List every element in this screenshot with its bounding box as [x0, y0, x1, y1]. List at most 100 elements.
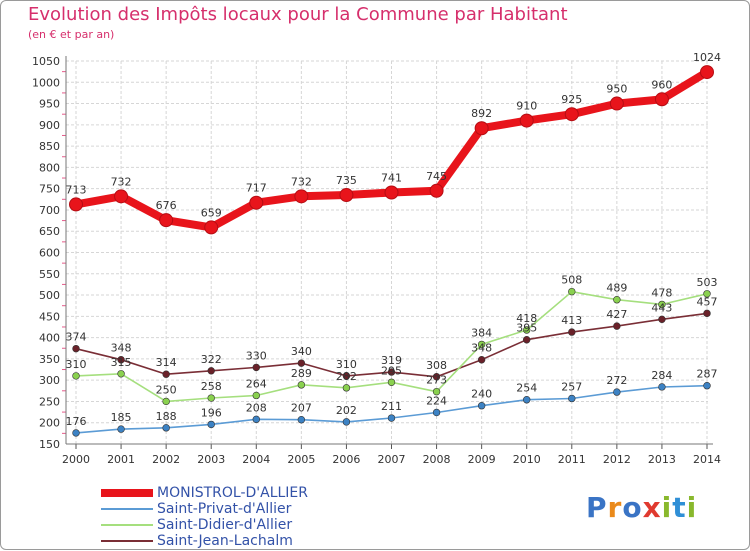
data-point [294, 189, 309, 204]
y-tick-label: 200 [39, 417, 60, 430]
data-point [477, 402, 486, 410]
data-label: 713 [66, 183, 87, 196]
data-point [477, 356, 486, 364]
data-label: 348 [111, 342, 132, 355]
y-tick-label: 150 [39, 438, 60, 451]
data-point [69, 197, 83, 212]
x-axis-ticks: 2000 2001 2002 2003 2004 2005 2006 2007 2008 2009… [62, 453, 721, 466]
data-point [342, 384, 351, 392]
data-point [252, 415, 260, 424]
x-tick-label: 2008 [423, 453, 451, 466]
data-point [384, 185, 399, 200]
data-label: 489 [606, 282, 627, 295]
y-tick-label: 1050 [32, 55, 60, 68]
data-label: 348 [471, 342, 492, 355]
data-label: 196 [201, 406, 222, 419]
data-point [72, 344, 80, 353]
data-point [432, 373, 441, 381]
legend-label: Saint-Didier-d'Allier [157, 517, 293, 533]
data-label: 892 [471, 107, 492, 120]
data-point [387, 368, 396, 376]
data-label: 427 [606, 308, 627, 321]
data-point [523, 396, 531, 404]
data-point [297, 359, 306, 367]
y-tick-label: 250 [39, 395, 60, 408]
data-label: 735 [336, 174, 357, 187]
data-point [432, 408, 441, 417]
data-label: 676 [156, 199, 177, 212]
logo-letter: o [622, 491, 643, 524]
data-label: 418 [516, 312, 537, 325]
data-point [207, 367, 215, 375]
proxiti-logo: Proxiti [586, 491, 697, 524]
legend-swatch [101, 489, 153, 497]
x-tick-label: 2006 [332, 453, 360, 466]
data-label: 273 [426, 374, 447, 387]
y-tick-label: 950 [39, 98, 60, 111]
data-label: 208 [246, 401, 267, 414]
x-tick-label: 2005 [287, 453, 315, 466]
data-point [613, 322, 621, 330]
x-tick-label: 2001 [107, 453, 135, 466]
data-point [568, 328, 576, 336]
x-tick-label: 2003 [197, 453, 225, 466]
data-point [252, 391, 260, 400]
data-point [72, 372, 80, 380]
data-label: 1024 [693, 51, 721, 64]
data-label: 503 [697, 276, 718, 289]
data-point [162, 370, 170, 378]
x-tick-label: 2007 [378, 453, 406, 466]
data-label: 257 [561, 380, 582, 393]
data-label: 732 [111, 175, 132, 188]
data-point [703, 381, 711, 390]
data-label: 374 [66, 331, 87, 344]
data-point [162, 424, 170, 432]
data-point [387, 414, 396, 422]
data-point [568, 287, 576, 296]
data-point [523, 336, 531, 344]
x-tick-label: 2011 [558, 453, 586, 466]
data-point [387, 378, 396, 386]
data-label: 207 [291, 402, 312, 415]
data-point [474, 121, 489, 136]
data-point [117, 356, 125, 364]
x-tick-label: 2010 [513, 453, 541, 466]
data-point [207, 394, 215, 402]
data-point [523, 326, 531, 334]
y-tick-label: 1000 [32, 76, 60, 89]
data-label: 741 [381, 171, 402, 184]
data-label: 478 [651, 286, 672, 299]
data-point [297, 416, 306, 424]
data-label: 413 [561, 314, 582, 327]
data-labels: 713 732 676 659 717 732 735 741 745 892 910 925 950 9… [66, 51, 722, 428]
y-tick-label: 300 [39, 374, 60, 387]
y-tick-label: 900 [39, 119, 60, 132]
data-point [564, 107, 579, 122]
data-label: 330 [246, 349, 267, 362]
x-tick-label: 2014 [693, 453, 721, 466]
data-label: 264 [246, 377, 267, 390]
x-tick-label: 2000 [62, 453, 90, 466]
y-tick-label: 450 [39, 310, 60, 323]
y-tick-label: 500 [39, 289, 60, 302]
data-point [703, 309, 711, 318]
data-point [654, 92, 669, 107]
data-label: 322 [201, 353, 222, 366]
legend-swatch [101, 524, 153, 526]
data-point [613, 296, 621, 304]
y-tick-label: 650 [39, 225, 60, 238]
data-label: 745 [426, 170, 447, 183]
logo-letter: P [586, 491, 608, 524]
data-point [568, 394, 576, 403]
data-point [339, 188, 354, 203]
data-point [117, 425, 125, 433]
data-point [297, 381, 306, 389]
data-label: 310 [66, 358, 87, 371]
data-label: 340 [291, 345, 312, 358]
logo-letter: x [642, 491, 662, 524]
data-label: 282 [336, 370, 357, 383]
data-label: 289 [291, 367, 312, 380]
data-point [204, 220, 219, 235]
data-label: 240 [471, 388, 492, 401]
